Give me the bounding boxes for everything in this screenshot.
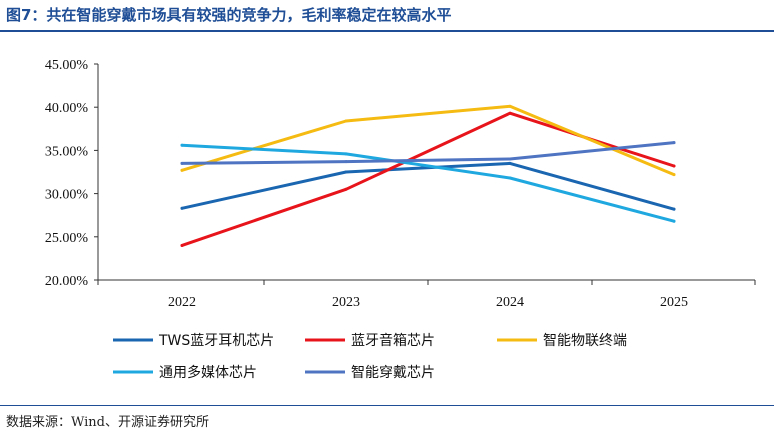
data-point (508, 157, 512, 161)
series-line-1 (180, 161, 676, 211)
title-divider (0, 30, 774, 32)
data-point (344, 152, 348, 156)
data-point (180, 143, 184, 147)
y-tick-label: 40.00% (45, 101, 89, 116)
data-point (180, 206, 184, 210)
legend-label: 通用多媒体芯片 (159, 364, 257, 381)
data-point (672, 219, 676, 223)
data-point (508, 111, 512, 115)
x-tick-label: 2023 (332, 295, 360, 310)
data-point (508, 161, 512, 165)
series-layer (180, 104, 676, 247)
data-point (672, 141, 676, 145)
legend-label: 蓝牙音箱芯片 (351, 332, 435, 349)
data-point (672, 173, 676, 177)
data-point (180, 161, 184, 165)
legend-label: TWS蓝牙耳机芯片 (158, 333, 274, 349)
x-tick-label: 2024 (496, 295, 524, 310)
series-line-5 (180, 141, 676, 165)
x-tick-label: 2022 (168, 295, 196, 310)
data-point (672, 207, 676, 211)
y-tick-label: 35.00% (45, 144, 89, 159)
y-tick-label: 20.00% (45, 274, 89, 289)
chart-axes: 20.00% 25.00% 30.00% 35.00% 40.00% 45.00% 2022… (45, 58, 756, 310)
y-tick-label: 25.00% (45, 231, 89, 246)
data-point (344, 160, 348, 164)
data-point (344, 187, 348, 191)
data-point (344, 119, 348, 123)
series-line-4 (180, 143, 676, 223)
chart-title: 图7：共在智能穿戴市场具有较强的竞争力，毛利率稳定在较高水平 (6, 6, 452, 24)
x-tick-label: 2025 (660, 295, 688, 310)
legend-label: 智能穿戴芯片 (351, 365, 435, 381)
data-point (672, 164, 676, 168)
data-point (180, 243, 184, 247)
series-line-2 (180, 111, 676, 247)
y-tick-label: 45.00% (45, 58, 89, 73)
series-line-3 (180, 104, 676, 177)
y-tick-label: 30.00% (45, 188, 89, 203)
data-source-note: 数据来源：Wind、开源证券研究所 (6, 415, 209, 430)
data-point (508, 176, 512, 180)
legend-label: 智能物联终端 (543, 333, 627, 349)
data-point (508, 104, 512, 108)
data-point (344, 170, 348, 174)
footer-divider (0, 405, 774, 406)
data-point (180, 168, 184, 172)
